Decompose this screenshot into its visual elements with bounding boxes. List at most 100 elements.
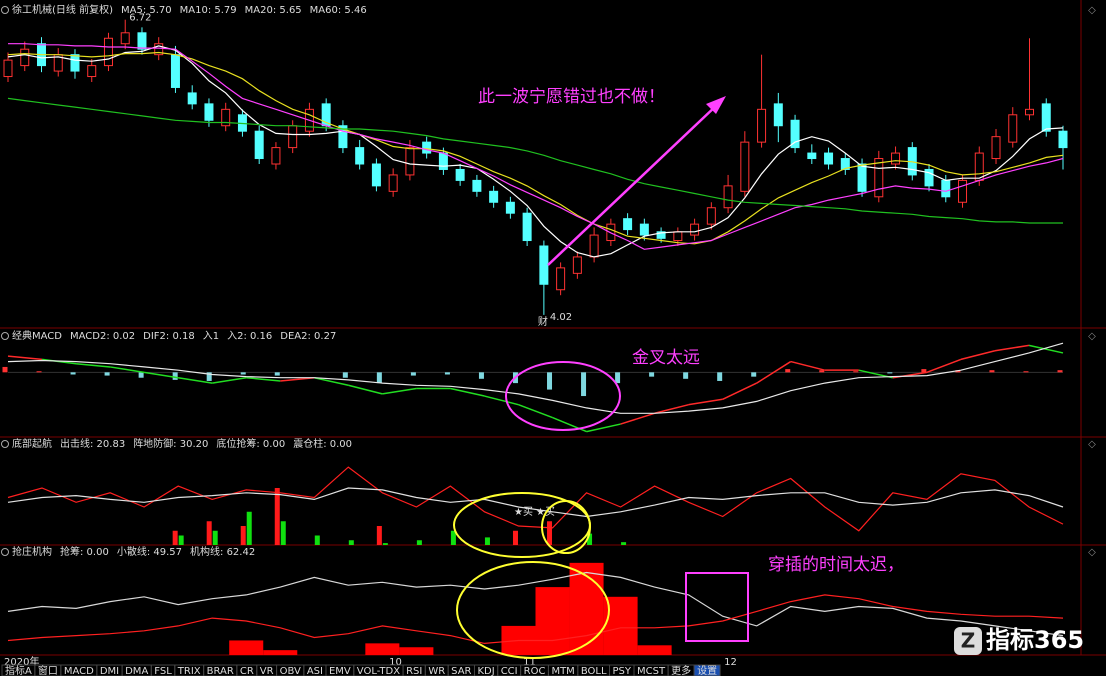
annotation: 此一波宁愿错过也不做！ xyxy=(478,87,665,107)
indicator-tab[interactable]: BRAR xyxy=(207,666,234,676)
bar xyxy=(853,371,859,373)
panel-icon xyxy=(1,440,9,448)
indicator-line-segment xyxy=(790,360,825,371)
indicator-tab[interactable]: ASI xyxy=(307,666,323,676)
candle-body xyxy=(740,141,750,192)
bar xyxy=(569,562,604,655)
indicator-tab[interactable]: DMA xyxy=(125,666,148,676)
indicator-tab[interactable]: TRIX xyxy=(177,666,201,676)
indicator-line xyxy=(7,571,1064,637)
candle-body xyxy=(757,108,767,143)
indicator-line-segment xyxy=(382,387,417,395)
bar xyxy=(410,372,416,376)
indicator-tab[interactable]: VOL-TDX xyxy=(357,666,400,676)
candle-body xyxy=(656,231,666,239)
bar xyxy=(376,526,382,545)
indicator-tab[interactable]: CR xyxy=(240,666,254,676)
candle-body xyxy=(271,147,281,165)
bar xyxy=(263,650,298,655)
candle-body xyxy=(455,168,465,181)
indicator-line xyxy=(7,97,1063,224)
panel-title: 经典MACD xyxy=(12,329,62,342)
bar xyxy=(365,643,400,655)
bar xyxy=(785,369,791,373)
candle-body xyxy=(874,158,884,198)
candle-body xyxy=(807,152,817,160)
indicator-tab[interactable]: MTM xyxy=(551,666,574,676)
indicator-tab[interactable]: VR xyxy=(260,666,274,676)
x-tick-label: 11 xyxy=(523,657,536,668)
svg-text:◇: ◇ xyxy=(1088,439,1096,450)
max-price-label: 6.72 xyxy=(129,13,151,24)
indicator-tab[interactable]: RSI xyxy=(406,666,422,676)
indicator-tab[interactable]: WR xyxy=(428,666,445,676)
bar xyxy=(649,372,655,377)
candle-body xyxy=(857,163,867,192)
bar xyxy=(547,521,553,545)
watermark: 指标365 xyxy=(986,626,1084,654)
indicator-tab[interactable]: MACD xyxy=(64,666,94,676)
candle-body xyxy=(1041,103,1051,132)
indicator-tab[interactable]: SAR xyxy=(451,666,471,676)
indicator-line-segment xyxy=(109,366,145,374)
bar xyxy=(206,521,212,545)
legend-item: 小散线: 49.57 xyxy=(117,545,182,558)
indicator-line-segment xyxy=(484,395,519,406)
bar xyxy=(172,530,178,545)
bar xyxy=(581,372,587,397)
svg-text:Z: Z xyxy=(961,629,976,653)
candle-body xyxy=(70,54,80,72)
indicator-tab[interactable]: ROC xyxy=(524,666,546,676)
indicator-tab[interactable]: 窗口 xyxy=(38,664,58,676)
x-tick-label: 10 xyxy=(389,657,402,668)
bar xyxy=(717,372,723,381)
indicator-tab[interactable]: MCST xyxy=(637,666,666,676)
bar xyxy=(1023,371,1029,373)
bar xyxy=(416,540,422,545)
indicator-tab[interactable]: BOLL xyxy=(581,666,607,676)
bar xyxy=(683,372,689,379)
indicator-line-segment xyxy=(1028,344,1064,354)
bar xyxy=(989,370,995,373)
bar xyxy=(547,372,553,390)
candle-body xyxy=(572,256,582,274)
candle-body xyxy=(539,245,549,285)
candle-body xyxy=(371,163,381,187)
candle-body xyxy=(891,152,901,165)
indicator-tab[interactable]: EMV xyxy=(329,666,351,676)
candle-body xyxy=(706,207,716,225)
bar xyxy=(172,372,178,380)
indicator-line-segment xyxy=(178,376,213,384)
candle-body xyxy=(288,125,298,149)
indicator-line-segment xyxy=(212,376,247,384)
legend-item: 入2: 0.16 xyxy=(227,331,272,342)
bar xyxy=(274,372,280,376)
indicator-tab[interactable]: OBV xyxy=(280,666,301,676)
legend-item: MA20: 5.65 xyxy=(245,5,302,16)
candle-body xyxy=(472,179,482,192)
bar xyxy=(229,640,264,655)
legend-item: DIF2: 0.18 xyxy=(143,331,195,342)
indicator-tab[interactable]: DMI xyxy=(100,666,119,676)
bar xyxy=(206,372,212,381)
indicator-tab[interactable]: FSL xyxy=(154,666,172,676)
candle-body xyxy=(87,65,97,78)
legend-item: DEA2: 0.27 xyxy=(280,331,336,342)
candle-body xyxy=(154,43,164,56)
bar xyxy=(819,370,825,373)
indicator-tab[interactable]: 设置 xyxy=(697,665,717,676)
bar xyxy=(621,542,627,545)
indicator-tab[interactable]: 更多 xyxy=(671,664,691,676)
panel-icon xyxy=(1,6,9,14)
bar xyxy=(484,537,490,545)
indicator-tab[interactable]: KDJ xyxy=(477,666,494,676)
indicator-line-segment xyxy=(654,403,689,415)
indicator-line-segment xyxy=(518,403,553,419)
indicator-tab[interactable]: PSY xyxy=(613,666,632,676)
candle-body xyxy=(355,147,365,165)
tab-frame xyxy=(693,664,721,676)
indicator-line-segment xyxy=(348,384,383,395)
indicator-tab[interactable]: 指标A xyxy=(5,664,32,676)
indicator-tab[interactable]: CCI xyxy=(501,666,518,676)
indicator-line xyxy=(7,487,1064,518)
